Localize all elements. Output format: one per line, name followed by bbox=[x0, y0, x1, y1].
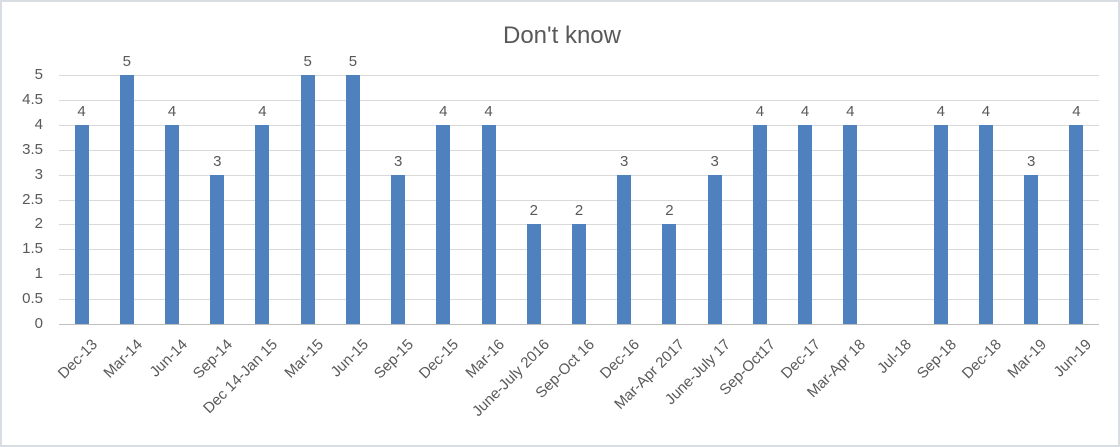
bar-value-label: 4 bbox=[755, 102, 765, 120]
bar bbox=[300, 75, 315, 324]
y-tick-label: 2.5 bbox=[22, 190, 43, 208]
y-tick-label: 1 bbox=[34, 265, 43, 283]
bar-value-label: 5 bbox=[348, 53, 358, 70]
bar bbox=[707, 174, 722, 324]
bar-value-label: 3 bbox=[1027, 152, 1036, 170]
bar-value-label: 4 bbox=[167, 102, 177, 120]
x-axis-labels: Dec-13 Mar-14 Jun-14 Sep-14 Dec 14-Jan 15 Mar… bbox=[54, 329, 1099, 445]
bar-value-label: 3 bbox=[213, 152, 222, 170]
bar-value-label: 2 bbox=[665, 202, 674, 220]
bar bbox=[798, 124, 813, 324]
bar bbox=[119, 75, 134, 324]
bar-value-label: 4 bbox=[439, 102, 448, 120]
gridline bbox=[59, 124, 1099, 126]
bar bbox=[617, 174, 632, 324]
y-tick-label: 4.5 bbox=[22, 90, 43, 108]
bar bbox=[1069, 124, 1084, 324]
y-tick-label: 3 bbox=[34, 165, 43, 183]
bar bbox=[345, 75, 360, 324]
bar-value-label: 4 bbox=[484, 102, 493, 120]
bar-value-label: 3 bbox=[393, 152, 403, 170]
x-axis-line bbox=[59, 324, 1099, 325]
bar bbox=[752, 124, 767, 324]
gridline bbox=[59, 149, 1099, 151]
bar bbox=[662, 224, 677, 324]
bar-value-label: 5 bbox=[122, 53, 131, 70]
gridline bbox=[59, 75, 1099, 76]
bar bbox=[1024, 174, 1039, 324]
bar bbox=[436, 124, 451, 324]
y-tick-label: 1.5 bbox=[22, 240, 43, 258]
gridline bbox=[59, 99, 1099, 101]
bar-value-label: 4 bbox=[77, 102, 86, 120]
bar bbox=[391, 174, 406, 324]
y-tick-label: 4 bbox=[34, 115, 43, 133]
bar-value-label: 2 bbox=[529, 202, 538, 220]
bar bbox=[165, 124, 180, 324]
y-tick-label: 3.5 bbox=[22, 140, 43, 158]
y-tick-label: 0.5 bbox=[22, 290, 43, 308]
bar bbox=[526, 224, 541, 324]
bar-value-label: 4 bbox=[800, 102, 810, 120]
gridline bbox=[59, 199, 1099, 201]
bar bbox=[481, 124, 496, 324]
bar bbox=[843, 124, 858, 324]
y-tick-label: 2 bbox=[34, 215, 43, 233]
y-tick-label: 0 bbox=[34, 315, 43, 332]
y-tick-label: 5 bbox=[34, 66, 43, 83]
bar bbox=[572, 224, 586, 324]
bar bbox=[74, 124, 89, 324]
bar-value-label: 4 bbox=[258, 102, 267, 120]
y-axis-labels: 0 0.5 1 1.5 2 2.5 3 3.5 4 4.5 5 bbox=[2, 2, 51, 445]
bar-value-label: 3 bbox=[620, 152, 629, 170]
gridline bbox=[59, 174, 1099, 176]
bar-value-label: 4 bbox=[846, 102, 855, 120]
bar bbox=[933, 124, 948, 324]
chart-title: Don't know bbox=[503, 22, 621, 49]
bar-value-label: 3 bbox=[710, 152, 719, 170]
bar-value-label: 2 bbox=[574, 202, 584, 220]
bar-value-label: 5 bbox=[303, 53, 312, 70]
bar bbox=[978, 124, 993, 324]
bar-value-label: 4 bbox=[1072, 102, 1081, 120]
bars: 4 5 4 3 4 5 5 3 4 4 2 2 3 2 3 4 4 4 4 4 3 4 bbox=[59, 53, 1099, 324]
bar-value-label: 4 bbox=[936, 102, 945, 120]
bar bbox=[255, 124, 270, 324]
bar bbox=[210, 174, 225, 324]
bar-value-label: 4 bbox=[981, 102, 991, 120]
